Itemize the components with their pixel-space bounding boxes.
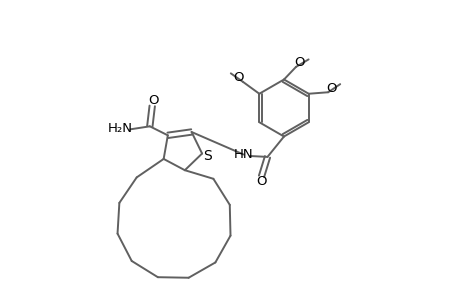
Text: O: O bbox=[233, 71, 244, 84]
Text: S: S bbox=[203, 149, 212, 163]
Text: H₂N: H₂N bbox=[107, 122, 132, 135]
Text: O: O bbox=[326, 82, 336, 95]
Text: O: O bbox=[294, 56, 304, 70]
Text: O: O bbox=[148, 94, 159, 107]
Text: O: O bbox=[256, 175, 266, 188]
Text: HN: HN bbox=[233, 148, 253, 161]
